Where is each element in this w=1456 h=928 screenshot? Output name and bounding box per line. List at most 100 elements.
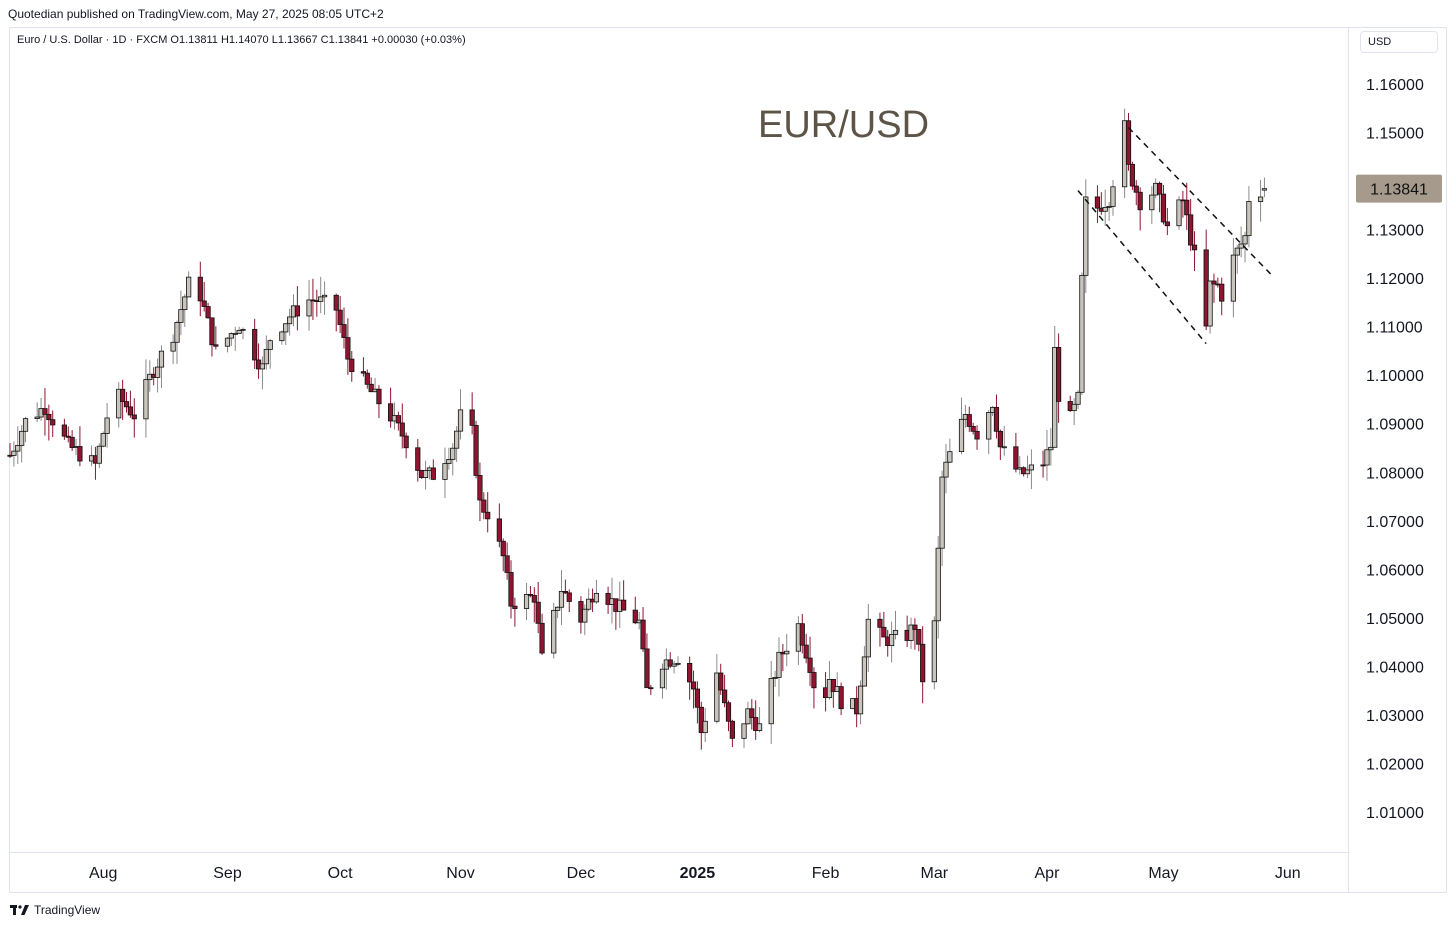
price-tick-label: 1.08000 <box>1366 465 1424 482</box>
candle-body-down <box>294 305 300 317</box>
candle-body-up <box>1028 464 1035 471</box>
candle-body-down <box>481 499 487 513</box>
chart-title: EUR/USD <box>758 104 930 146</box>
candle-body-up <box>1083 196 1089 276</box>
candle <box>1110 180 1116 216</box>
candle <box>1094 185 1101 223</box>
candle-body-up <box>776 651 782 678</box>
candle <box>240 327 246 340</box>
candle-body-down <box>1184 199 1190 216</box>
candle-body-down <box>997 430 1003 448</box>
candle <box>1040 450 1046 478</box>
candle-body-up <box>582 608 588 623</box>
candle-body-down <box>508 572 514 607</box>
time-tick-label: 2025 <box>680 865 716 882</box>
candle-body-up <box>1246 201 1252 237</box>
candle <box>784 633 790 667</box>
candle-body-up <box>1102 207 1108 212</box>
candle-body-up <box>768 678 774 725</box>
candle <box>756 707 763 733</box>
candle <box>228 332 234 346</box>
candle-body-up <box>551 609 557 654</box>
candle <box>263 335 269 370</box>
candle-body-up <box>15 445 21 452</box>
candle-body-up <box>1176 199 1182 227</box>
candle <box>178 290 184 336</box>
candle <box>958 397 965 455</box>
candle-body-up <box>96 445 102 464</box>
candle <box>376 385 382 419</box>
candle-body-up <box>454 430 460 449</box>
candle <box>485 492 491 533</box>
candle <box>776 637 782 697</box>
candle <box>916 629 922 652</box>
candle-body-down <box>205 306 211 319</box>
candle <box>205 302 211 319</box>
candle-body-down <box>403 435 409 449</box>
candle-body-up <box>158 350 165 368</box>
candle-body-down <box>376 388 382 405</box>
candle-body-down <box>131 414 137 420</box>
channel-line <box>1127 127 1273 277</box>
candle-body-down <box>1125 120 1132 165</box>
candle <box>1246 186 1252 248</box>
candle <box>714 654 720 724</box>
candle-body-down <box>799 623 805 646</box>
footer-brand[interactable]: TradingView <box>10 903 100 917</box>
candle-body-down <box>1013 446 1019 470</box>
candle-body-down <box>1219 283 1225 302</box>
candle <box>450 443 456 476</box>
candle <box>640 607 646 653</box>
candle <box>857 680 864 725</box>
candle <box>970 422 976 435</box>
candle <box>1164 207 1170 236</box>
candle-body-up <box>675 662 681 665</box>
candle-body-down <box>345 337 351 360</box>
candle <box>566 589 572 613</box>
candle <box>333 293 339 332</box>
candle <box>77 426 83 467</box>
currency-button[interactable]: USD <box>1360 31 1438 53</box>
time-tick-label: Apr <box>1035 865 1061 882</box>
candle <box>360 357 367 377</box>
candle <box>729 719 735 748</box>
candle-body-down <box>1211 280 1217 285</box>
candle-body-down <box>970 426 976 432</box>
candle <box>512 597 518 627</box>
candle <box>718 663 724 695</box>
candle <box>100 431 106 448</box>
price-tick-label: 1.13000 <box>1366 223 1424 240</box>
candle-body-down <box>1040 464 1046 467</box>
candle <box>935 535 941 639</box>
candle-body-up <box>772 677 778 679</box>
candle <box>430 459 436 481</box>
candle <box>349 351 355 382</box>
candle-body-up <box>442 463 448 480</box>
candle <box>1257 179 1264 222</box>
candle-body-down <box>621 599 627 611</box>
candle <box>1160 184 1167 225</box>
candle-body-up <box>283 323 289 333</box>
candle <box>96 443 102 469</box>
candle <box>861 646 868 687</box>
candle <box>931 616 937 690</box>
candle-body-up <box>170 341 176 352</box>
candle-body-down <box>690 681 697 690</box>
candle <box>644 633 650 689</box>
candle-body-up <box>558 591 565 608</box>
candle-body-down <box>209 317 215 346</box>
candle-body-down <box>61 424 67 437</box>
candle-body-down <box>213 344 219 347</box>
time-tick-label: Nov <box>446 865 474 882</box>
candle <box>224 336 231 353</box>
candle-body-down <box>1188 214 1194 246</box>
candle <box>687 656 693 700</box>
candle-body-down <box>473 424 479 476</box>
candle-body-up <box>1242 235 1248 245</box>
candle <box>725 700 732 732</box>
candle <box>1176 196 1182 230</box>
candle <box>143 359 149 438</box>
time-tick-label: Dec <box>567 865 595 882</box>
candle-body-up <box>1079 274 1085 393</box>
